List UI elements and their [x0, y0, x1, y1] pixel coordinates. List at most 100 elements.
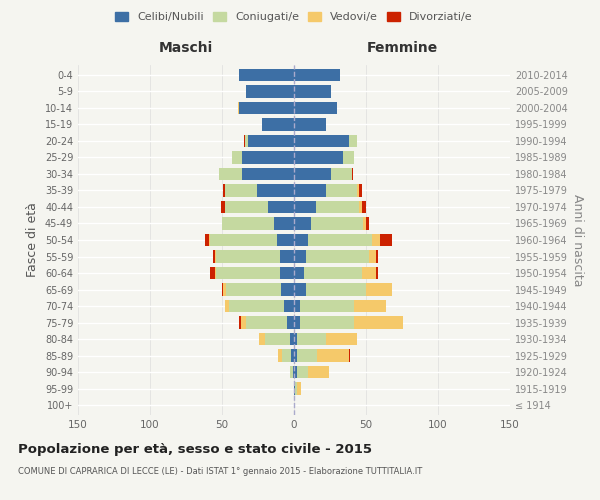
- Bar: [284, 300, 294, 312]
- Text: Popolazione per età, sesso e stato civile - 2015: Popolazione per età, sesso e stato civil…: [18, 442, 372, 456]
- Bar: [358, 184, 359, 196]
- Bar: [280, 267, 294, 279]
- Bar: [294, 218, 311, 230]
- Bar: [205, 234, 209, 246]
- Bar: [349, 135, 358, 147]
- Bar: [294, 350, 297, 362]
- Bar: [363, 218, 366, 230]
- Bar: [308, 234, 372, 246]
- Legend: Celibi/Nubili, Coniugati/e, Vedovi/e, Divorziati/e: Celibi/Nubili, Coniugati/e, Vedovi/e, Di…: [111, 8, 477, 27]
- Bar: [259, 333, 265, 345]
- Bar: [366, 218, 369, 230]
- Bar: [283, 350, 291, 362]
- Bar: [232, 152, 242, 164]
- Bar: [247, 85, 294, 98]
- Bar: [297, 350, 317, 362]
- Bar: [222, 218, 274, 230]
- Bar: [294, 316, 300, 328]
- Y-axis label: Fasce di età: Fasce di età: [26, 202, 39, 278]
- Bar: [211, 267, 215, 279]
- Bar: [244, 135, 245, 147]
- Bar: [290, 366, 293, 378]
- Bar: [294, 333, 297, 345]
- Bar: [372, 234, 380, 246]
- Bar: [245, 135, 248, 147]
- Bar: [242, 152, 294, 164]
- Bar: [304, 267, 362, 279]
- Bar: [216, 267, 280, 279]
- Bar: [209, 234, 211, 246]
- Bar: [223, 184, 225, 196]
- Bar: [291, 350, 294, 362]
- Bar: [290, 333, 294, 345]
- Bar: [366, 284, 392, 296]
- Bar: [262, 118, 294, 130]
- Bar: [226, 284, 281, 296]
- Bar: [294, 118, 326, 130]
- Bar: [294, 284, 305, 296]
- Bar: [257, 184, 294, 196]
- Y-axis label: Anni di nascita: Anni di nascita: [571, 194, 584, 286]
- Bar: [294, 234, 308, 246]
- Bar: [247, 316, 287, 328]
- Bar: [287, 316, 294, 328]
- Bar: [294, 135, 349, 147]
- Text: Femmine: Femmine: [367, 41, 437, 55]
- Bar: [215, 267, 216, 279]
- Bar: [308, 366, 329, 378]
- Bar: [297, 366, 308, 378]
- Bar: [211, 234, 277, 246]
- Bar: [369, 250, 376, 262]
- Bar: [326, 333, 358, 345]
- Bar: [229, 300, 284, 312]
- Bar: [300, 316, 355, 328]
- Bar: [362, 267, 376, 279]
- Bar: [343, 152, 355, 164]
- Bar: [294, 250, 305, 262]
- Bar: [219, 168, 242, 180]
- Bar: [265, 333, 290, 345]
- Bar: [239, 102, 294, 114]
- Bar: [355, 300, 386, 312]
- Bar: [294, 382, 295, 395]
- Bar: [300, 300, 355, 312]
- Bar: [349, 350, 350, 362]
- Bar: [294, 300, 300, 312]
- Bar: [352, 168, 353, 180]
- Bar: [268, 201, 294, 213]
- Bar: [362, 201, 366, 213]
- Bar: [223, 284, 226, 296]
- Bar: [248, 135, 294, 147]
- Bar: [294, 201, 316, 213]
- Bar: [305, 284, 366, 296]
- Text: Maschi: Maschi: [159, 41, 213, 55]
- Bar: [239, 68, 294, 81]
- Bar: [305, 250, 369, 262]
- Bar: [238, 102, 239, 114]
- Bar: [376, 267, 377, 279]
- Bar: [281, 284, 294, 296]
- Bar: [215, 250, 216, 262]
- Bar: [242, 168, 294, 180]
- Bar: [222, 284, 223, 296]
- Bar: [293, 366, 294, 378]
- Bar: [280, 250, 294, 262]
- Bar: [294, 152, 343, 164]
- Bar: [294, 366, 297, 378]
- Bar: [225, 300, 229, 312]
- Bar: [297, 333, 326, 345]
- Bar: [331, 168, 352, 180]
- Bar: [359, 184, 362, 196]
- Bar: [294, 168, 331, 180]
- Bar: [294, 68, 340, 81]
- Bar: [225, 184, 257, 196]
- Bar: [359, 201, 362, 213]
- Bar: [214, 250, 215, 262]
- Bar: [380, 234, 392, 246]
- Bar: [355, 316, 403, 328]
- Bar: [221, 201, 225, 213]
- Bar: [239, 316, 241, 328]
- Bar: [216, 250, 280, 262]
- Bar: [297, 382, 301, 395]
- Text: COMUNE DI CAPRARICA DI LECCE (LE) - Dati ISTAT 1° gennaio 2015 - Elaborazione TU: COMUNE DI CAPRARICA DI LECCE (LE) - Dati…: [18, 468, 422, 476]
